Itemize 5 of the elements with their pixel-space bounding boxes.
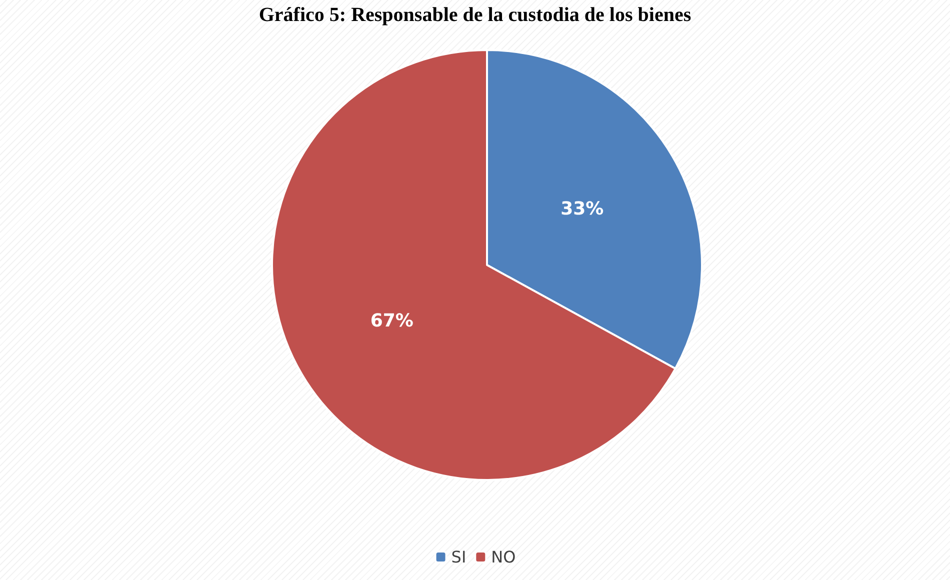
chart-title: Gráfico 5: Responsable de la custodia de los bienes	[258, 4, 692, 26]
legend-label: SI	[451, 548, 466, 566]
legend-label: NO	[491, 548, 516, 566]
data-label: 67%	[370, 310, 414, 332]
data-label: 33%	[560, 198, 604, 220]
